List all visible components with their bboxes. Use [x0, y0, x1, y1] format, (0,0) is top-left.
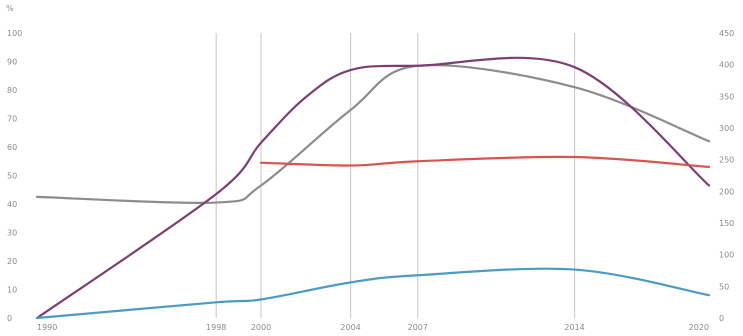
y-axis-unit-label: % [6, 4, 14, 13]
series-line-1 [35, 64, 711, 205]
y-tick-label: 30 [7, 229, 17, 238]
y-tick-label: 50 [7, 172, 17, 181]
y2-tick-label: 450 [719, 29, 734, 38]
x-tick-label: 1990 [37, 323, 57, 332]
right-y-tick-labels: 0 50 100 150 200 250 300 350 400 450 [719, 29, 734, 323]
y2-tick-label: 150 [719, 219, 734, 228]
y2-tick-label: 400 [719, 61, 734, 70]
vertical-gridlines [215, 33, 576, 318]
y-tick-label: 100 [7, 29, 22, 38]
y-tick-label: 10 [7, 286, 17, 295]
y-tick-label: 80 [7, 86, 17, 95]
y2-tick-label: 200 [719, 187, 734, 196]
x-tick-label: 2000 [251, 323, 271, 332]
series-line-2 [35, 56, 711, 320]
y2-tick-label: 350 [719, 92, 734, 101]
series-line-4 [35, 267, 711, 320]
y-tick-label: 90 [7, 58, 17, 67]
x-tick-label: 2004 [340, 323, 360, 332]
x-tick-label: 2020 [689, 323, 709, 332]
x-tick-label: 2014 [564, 323, 584, 332]
y2-tick-label: 250 [719, 156, 734, 165]
y2-tick-label: 50 [719, 282, 729, 291]
y-tick-label: 40 [7, 200, 17, 209]
x-tick-labels: 1990 1998 2000 2004 2007 2014 2020 [37, 323, 709, 332]
y2-tick-label: 300 [719, 124, 734, 133]
y2-tick-label: 100 [719, 251, 734, 260]
series-line-3 [259, 155, 711, 169]
y-tick-label: 60 [7, 143, 17, 152]
left-y-tick-labels: 0 10 20 30 40 50 60 70 80 90 100 [7, 29, 22, 323]
x-tick-label: 2007 [408, 323, 428, 332]
y2-tick-label: 0 [719, 314, 724, 323]
y-tick-label: 0 [7, 314, 12, 323]
y-tick-label: 20 [7, 257, 17, 266]
y-tick-label: 70 [7, 115, 17, 124]
series-lines [35, 56, 711, 320]
x-tick-label: 1998 [206, 323, 226, 332]
